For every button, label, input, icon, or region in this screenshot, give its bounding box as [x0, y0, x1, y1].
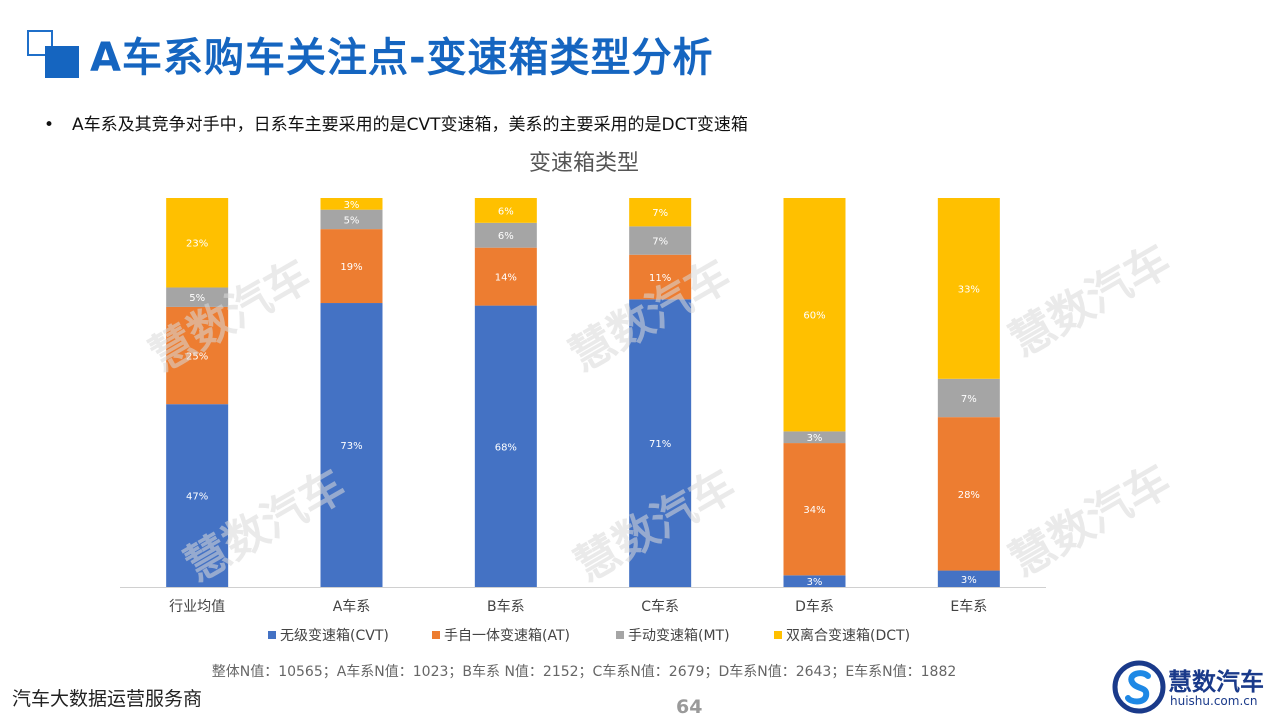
sample-size-note: 整体N值：10565；A车系N值：1023；B车系 N值：2152；C车系N值：… [212, 663, 957, 680]
legend-label: 双离合变速箱(DCT) [786, 627, 910, 644]
data-label: 14% [495, 273, 517, 284]
bar-segment [166, 198, 229, 288]
legend-swatch [268, 631, 276, 639]
legend-swatch [774, 631, 782, 639]
title-decoration-outline [27, 30, 53, 56]
bar-segment [474, 305, 537, 587]
bullet-text: A车系及其竞争对手中，日系车主要采用的是CVT变速箱，美系的主要采用的是DCT变… [72, 115, 748, 135]
x-tick-label: C车系 [641, 598, 679, 615]
legend-label: 手动变速箱(MT) [628, 628, 730, 644]
bar-segment [783, 431, 846, 444]
bar-segment [474, 198, 537, 223]
bar-segment [320, 209, 383, 230]
bar-segment [474, 247, 537, 306]
chart-title: 变速箱类型 [529, 151, 639, 176]
bar-segment [783, 443, 846, 576]
footer-tagline: 汽车大数据运营服务商 [12, 688, 203, 710]
brand-block: 慧数汽车 huishu.com.cn [1112, 660, 1272, 716]
bar-segment [166, 306, 229, 405]
bar-segment [783, 575, 846, 587]
stacked-bar-chart: 变速箱类型 47% 25% 5% 23% 行业均值 73% 19% 5% 3% A车系 68% 14% 6… [120, 151, 1046, 680]
data-label: 5% [189, 293, 205, 304]
brand-name: 慧数汽车 [1168, 668, 1264, 696]
data-label: 7% [652, 237, 668, 248]
legend-swatch [616, 631, 624, 639]
bar-segment [629, 254, 692, 300]
bar-segment [320, 229, 383, 304]
brand-url: huishu.com.cn [1170, 694, 1258, 708]
data-label: 73% [340, 441, 362, 452]
data-label: 3% [961, 575, 977, 586]
bar-segment [937, 570, 1000, 587]
bar-segment [937, 378, 1000, 418]
bullet-point: • A车系及其竞争对手中，日系车主要采用的是CVT变速箱，美系的主要采用的是DCT… [44, 110, 748, 135]
bar-segment [166, 287, 229, 307]
bar-segment [937, 417, 1000, 571]
bar-segment [937, 198, 1000, 379]
bar-segment [320, 303, 383, 587]
data-label: 28% [958, 490, 980, 501]
bar-segment [474, 222, 537, 248]
bar-segment [166, 404, 229, 587]
x-tick-label: B车系 [487, 598, 525, 615]
data-label: 47% [186, 492, 208, 503]
data-label: 33% [958, 284, 980, 295]
data-label: 6% [498, 206, 514, 217]
data-label: 60% [803, 311, 825, 322]
bar-segment [629, 198, 692, 227]
x-tick-label: A车系 [333, 598, 371, 615]
data-label: 19% [340, 262, 362, 273]
page-number: 64 [676, 696, 703, 718]
huishu-s-logo-icon [1112, 660, 1166, 714]
bar-segment [629, 299, 692, 587]
data-label: 6% [498, 231, 514, 242]
bar-segment [320, 198, 383, 210]
bar-segment [629, 226, 692, 255]
data-label: 25% [186, 352, 208, 363]
title-decoration-square [45, 46, 79, 78]
data-label: 34% [803, 505, 825, 516]
data-label: 7% [652, 208, 668, 219]
data-label: 11% [649, 273, 671, 284]
x-tick-label: E车系 [950, 598, 987, 615]
data-label: 5% [344, 215, 360, 226]
legend-label: 手自一体变速箱(AT) [444, 628, 570, 644]
x-tick-label: 行业均值 [169, 599, 225, 615]
legend-label: 无级变速箱(CVT) [280, 628, 389, 644]
data-label: 23% [186, 239, 208, 250]
data-label: 3% [344, 200, 360, 211]
data-label: 68% [495, 442, 517, 453]
legend-swatch [432, 631, 440, 639]
data-label: 7% [961, 394, 977, 405]
x-tick-label: D车系 [795, 598, 834, 615]
slide-title: A车系购车关注点-变速箱类型分析 [90, 35, 714, 81]
data-label: 3% [807, 577, 823, 588]
data-label: 3% [807, 433, 823, 444]
data-label: 71% [649, 439, 671, 450]
bullet-dot-icon: • [44, 115, 55, 135]
bar-segment [783, 198, 846, 432]
